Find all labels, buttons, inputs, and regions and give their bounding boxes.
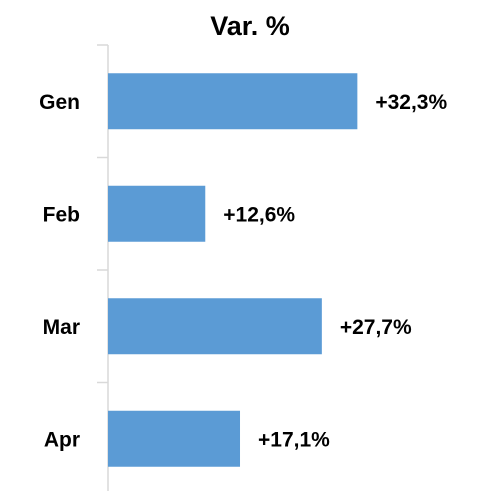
y-tick-label: Mar xyxy=(43,316,80,339)
bar xyxy=(108,73,358,130)
data-label: +12,6% xyxy=(223,203,295,226)
bar xyxy=(108,185,206,242)
data-label: +32,3% xyxy=(375,91,447,114)
chart-title: Var. % xyxy=(210,11,290,41)
bar xyxy=(108,410,241,467)
y-tick-label: Feb xyxy=(43,203,80,226)
data-label: +17,1% xyxy=(258,428,330,451)
data-label: +27,7% xyxy=(340,316,412,339)
bar xyxy=(108,298,322,355)
y-tick-label: Apr xyxy=(44,428,80,451)
y-tick-label: Gen xyxy=(39,91,80,114)
